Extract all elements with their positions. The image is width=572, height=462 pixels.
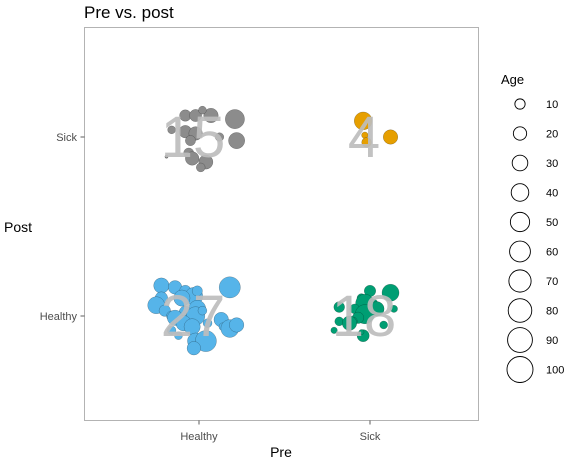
legend-label: 70 [546,276,558,288]
legend-label: 30 [546,158,558,170]
legend-label: 80 [546,306,558,318]
chart-title: Pre vs. post [84,3,174,22]
y-axis-ticks: Healthy Sick [40,132,85,323]
legend-key-circle [508,328,533,353]
y-tick-label: Healthy [40,311,78,323]
x-tick-label: Healthy [180,431,218,443]
count-label: 18 [332,284,397,349]
legend-key-circle [509,270,531,292]
data-point [228,132,244,148]
legend-key-circle [511,184,529,202]
legend-key-circle [508,299,532,323]
legend-key-circle [513,127,526,140]
legend-title: Age [501,72,524,87]
count-label: 4 [348,105,380,170]
data-point [225,109,244,128]
legend-label: 50 [546,217,558,229]
legend-key-circle [515,99,525,109]
plot-panel [85,28,479,421]
legend-label: 100 [546,365,564,377]
y-axis-title: Post [4,219,32,235]
legend-key-circle [510,241,531,262]
legend-key-circle [512,155,528,171]
legend-label: 40 [546,188,558,200]
x-tick-label: Sick [360,431,381,443]
data-point [229,318,244,333]
y-tick-label: Sick [56,132,77,144]
count-label: 27 [161,284,226,349]
size-legend: Age 10 20 30 40 50 60 70 80 90 100 [501,72,564,383]
legend-label: 20 [546,129,558,141]
x-axis-ticks: Healthy Sick [180,421,381,444]
x-axis-title: Pre [270,444,292,460]
count-label: 15 [161,105,226,170]
legend-key-circle [507,357,533,383]
legend-items: 10 20 30 40 50 60 70 80 90 100 [507,99,564,383]
legend-label: 10 [546,99,558,111]
legend-label: 60 [546,247,558,259]
legend-label: 90 [546,335,558,347]
data-point [383,130,398,145]
legend-key-circle [510,212,529,231]
